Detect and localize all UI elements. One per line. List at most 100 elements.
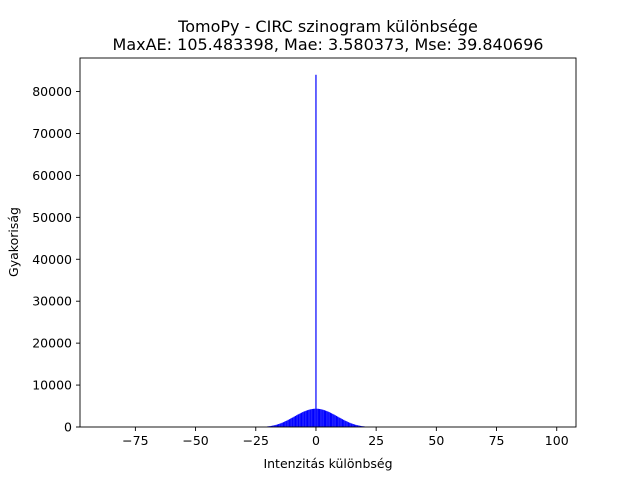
histogram-bar: [344, 420, 346, 427]
histogram-bar: [303, 411, 305, 427]
histogram-bar: [282, 422, 285, 427]
histogram-bar: [352, 424, 354, 427]
histogram-bar: [339, 417, 341, 427]
chart-title: TomoPy - CIRC szinogram különbsége: [177, 17, 478, 36]
histogram-bar: [340, 418, 342, 427]
histogram-bar: [328, 412, 330, 427]
histogram-bar: [331, 413, 333, 427]
histogram-bar: [293, 416, 295, 427]
x-tick-label: −50: [182, 433, 208, 448]
y-axis-ticks: 0 10000 20000 30000 40000 50000 60000 70000 8000…: [32, 84, 80, 435]
histogram-bar: [276, 424, 279, 427]
histogram-bar: [327, 411, 329, 427]
x-tick-label: 100: [545, 433, 569, 448]
histogram-bar: [275, 424, 277, 427]
x-tick-label: 25: [368, 433, 384, 448]
histogram-bar: [317, 408, 319, 427]
histogram-bar: [338, 417, 340, 427]
histogram-bar: [346, 421, 348, 427]
y-tick-label: 0: [64, 420, 72, 435]
x-tick-label: −25: [243, 433, 269, 448]
histogram-bar: [320, 409, 322, 427]
histogram-bar: [290, 418, 292, 427]
histogram-bar: [272, 425, 274, 427]
histogram-bar: [296, 415, 298, 427]
y-tick-label: 10000: [32, 378, 72, 393]
histogram-bar: [311, 408, 313, 427]
x-tick-label: 0: [312, 433, 320, 448]
histogram-bar: [334, 415, 336, 427]
y-tick-label: 50000: [32, 210, 72, 225]
histogram-bar: [353, 424, 356, 427]
y-axis-label: Gyakoriság: [6, 207, 21, 277]
x-tick-label: 75: [489, 433, 505, 448]
x-tick-label: −75: [122, 433, 148, 448]
histogram-bar: [359, 425, 362, 427]
histogram-bar: [299, 413, 301, 427]
histogram-bar: [294, 415, 297, 427]
histogram-bar: [297, 414, 299, 427]
histogram-bar: [292, 417, 294, 427]
histogram-bar: [304, 411, 306, 427]
histogram-bar: [274, 425, 276, 427]
histogram-bar: [341, 419, 344, 427]
histogram-bar: [318, 408, 321, 427]
histogram-bar: [270, 425, 273, 427]
x-axis-label: Intenzitás különbség: [263, 456, 392, 471]
histogram-bar: [356, 425, 358, 427]
histogram-bar: [326, 411, 328, 427]
histogram-bar: [306, 410, 309, 427]
histogram-bar: [279, 423, 281, 427]
histogram-bar: [321, 409, 323, 427]
histogram-bar: [273, 425, 275, 427]
x-tick-label: 50: [428, 433, 444, 448]
histogram-bar: [269, 426, 271, 427]
histogram-bar: [281, 422, 283, 427]
histogram-bar: [312, 408, 315, 427]
histogram-bar: [288, 419, 291, 427]
histogram-bar: [322, 409, 324, 427]
histogram-bar: [315, 74, 317, 428]
histogram-bar: [361, 426, 363, 427]
histogram-bar: [308, 409, 310, 427]
y-tick-label: 40000: [32, 252, 72, 267]
histogram-bar: [286, 420, 288, 427]
plot-area-frame: [79, 57, 577, 428]
histogram-bar: [285, 421, 287, 427]
histogram-bar: [316, 408, 318, 427]
histogram-bar: [298, 413, 300, 427]
y-tick-label: 60000: [32, 168, 72, 183]
histogram-bar: [355, 424, 357, 427]
histogram-bar: [323, 410, 325, 427]
histogram-bar: [329, 412, 332, 427]
histogram-bar: [335, 415, 338, 427]
histogram-bar: [357, 425, 359, 427]
histogram-bar: [302, 412, 304, 427]
histogram-bar: [309, 409, 311, 427]
histogram-bar: [337, 416, 339, 427]
histogram-bar: [347, 422, 350, 427]
chart-subtitle: MaxAE: 105.483398, Mae: 3.580373, Mse: 3…: [113, 35, 544, 54]
histogram-bar: [349, 422, 351, 427]
histogram-bar: [314, 408, 316, 427]
y-tick-label: 20000: [32, 336, 72, 351]
histogram-bar: [291, 417, 293, 427]
histogram-bar: [287, 419, 289, 427]
histogram-bar: [324, 410, 327, 427]
histogram-bar: [333, 414, 335, 427]
y-tick-label: 70000: [32, 126, 72, 141]
histogram-bar: [350, 423, 352, 427]
histogram-bar: [305, 410, 307, 427]
y-tick-label: 80000: [32, 84, 72, 99]
histogram-bar: [284, 421, 286, 427]
histogram-bar: [310, 409, 312, 427]
histogram-bar: [343, 419, 345, 427]
histogram-bar: [345, 421, 347, 427]
histogram-bars: [267, 74, 365, 428]
histogram-bar: [278, 424, 280, 427]
y-tick-label: 30000: [32, 294, 72, 309]
histogram-bar: [280, 423, 282, 427]
histogram-bar: [358, 425, 360, 427]
x-axis-ticks: −75 −50 −25 0 25 50 75 100: [122, 427, 569, 448]
